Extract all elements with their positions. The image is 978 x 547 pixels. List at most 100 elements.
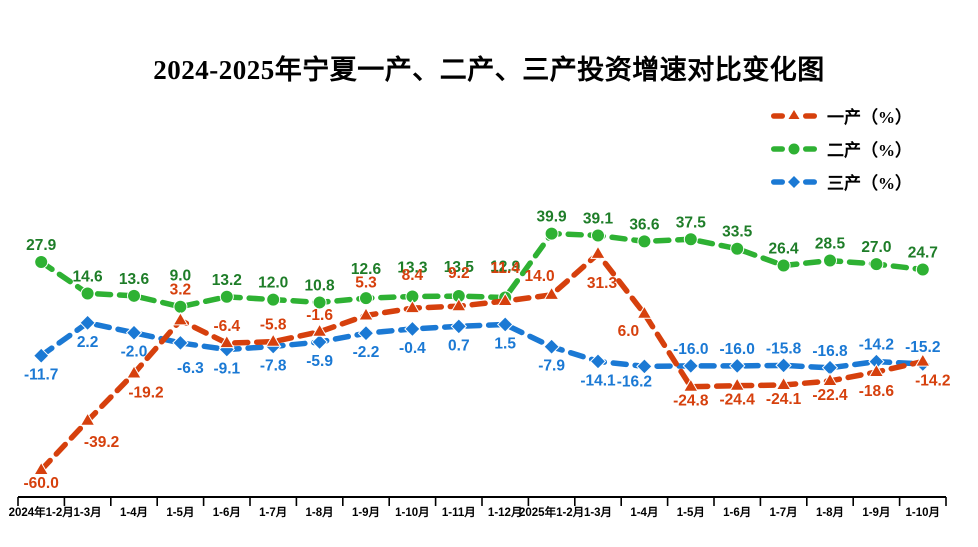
x-axis-label: 1-5月 [677,506,705,519]
data-point-marker-primary-industry [729,377,746,391]
value-label-tertiary-industry: -16.0 [673,341,708,358]
value-label-primary-industry: -1.6 [306,307,333,324]
x-axis-label: 1-3月 [584,506,612,519]
data-point-marker-tertiary-industry [775,357,792,374]
value-label-secondary-industry: 13.5 [444,259,475,276]
data-point-marker-primary-industry [682,378,699,392]
data-point-marker-tertiary-industry [636,358,653,375]
value-label-secondary-industry: 12.0 [258,275,288,292]
legend-label-tertiary: 三产（%） [827,174,912,193]
primary-industry-line-sample-icon [771,108,817,124]
data-point-marker-tertiary-industry [728,357,746,375]
x-axis-label: 1-6月 [723,506,751,519]
value-label-primary-industry: -39.2 [84,434,119,451]
data-point-marker-primary-industry [636,305,653,319]
data-point-marker-primary-industry [79,412,96,426]
data-point-marker-secondary-industry [869,257,884,272]
value-label-secondary-industry: 26.4 [769,241,800,258]
data-point-marker-secondary-industry [915,262,930,277]
data-point-marker-secondary-industry [823,253,837,268]
legend-item-tertiary-industry: 三产（%） [771,168,912,195]
tertiary-industry-line-sample-icon [771,174,817,190]
x-axis-label: 2025年1-2月 [519,505,584,519]
value-label-tertiary-industry: -16.2 [617,373,652,390]
x-axis-label: 1-7月 [770,506,798,519]
data-point-marker-secondary-industry [173,299,188,314]
data-point-marker-primary-industry [450,297,467,312]
data-point-marker-secondary-industry [776,258,791,273]
value-label-tertiary-industry: -9.1 [213,361,240,378]
x-axis-label: 1-9月 [352,506,380,519]
data-point-marker-secondary-industry [312,295,327,310]
value-label-tertiary-industry: -14.2 [859,337,894,354]
value-label-primary-industry: -19.2 [128,384,163,401]
data-point-marker-secondary-industry [591,228,605,243]
x-axis-label: 1-8月 [816,506,844,519]
value-label-tertiary-industry: 1.5 [494,335,516,352]
data-point-marker-primary-industry [543,286,560,300]
legend-item-secondary-industry: 二产（%） [771,135,912,162]
value-label-tertiary-industry: -2.2 [353,344,380,361]
value-label-secondary-industry: 27.9 [26,237,57,254]
data-point-marker-tertiary-industry [32,347,50,364]
value-label-primary-industry: 5.3 [355,274,377,291]
data-point-marker-primary-industry [218,334,235,349]
value-label-primary-industry: 11.4 [491,260,521,277]
data-point-marker-primary-industry [265,333,282,347]
data-point-marker-secondary-industry [359,291,373,306]
data-point-marker-tertiary-industry [543,338,560,355]
value-label-tertiary-industry: -0.4 [399,340,426,357]
value-label-tertiary-industry: 2.2 [77,334,99,351]
value-label-tertiary-industry: 0.7 [448,337,470,354]
value-label-tertiary-industry: -5.9 [306,353,333,370]
data-point-marker-primary-industry [497,292,514,307]
value-label-secondary-industry: 24.7 [908,245,938,262]
value-label-secondary-industry: 12.9 [490,258,521,275]
value-label-primary-industry: 8.4 [402,267,424,284]
data-point-marker-primary-industry [914,353,931,367]
value-label-secondary-industry: 37.5 [676,214,707,231]
value-label-tertiary-industry: -7.8 [260,357,287,374]
data-point-marker-primary-industry [358,306,374,321]
value-label-primary-industry: -24.4 [720,392,756,409]
data-point-marker-primary-industry [404,299,421,314]
value-label-primary-industry: -24.1 [766,391,802,408]
value-label-primary-industry: 31.3 [587,275,618,292]
value-label-primary-industry: -60.0 [24,475,59,492]
data-point-marker-tertiary-industry [79,314,96,332]
value-label-tertiary-industry: -16.0 [720,341,755,358]
data-point-marker-primary-industry [126,364,142,379]
legend: 一产（%） 二产（%） 三产（%） [771,102,912,195]
x-axis-label: 1-3月 [74,506,102,519]
data-point-marker-secondary-industry [127,288,141,303]
value-label-tertiary-industry: -6.3 [177,360,204,377]
x-axis-label: 1-10月 [395,506,430,519]
data-point-marker-tertiary-industry [404,320,421,338]
value-label-secondary-industry: 36.6 [629,216,660,233]
x-axis-label: 1-4月 [630,506,658,519]
legend-label-secondary: 二产（%） [827,141,912,160]
value-label-primary-industry: -6.4 [213,318,240,335]
data-point-marker-tertiary-industry [682,357,700,375]
value-label-secondary-industry: 12.6 [351,261,382,278]
data-point-marker-primary-industry [172,311,189,326]
value-label-primary-industry: 14.0 [525,268,555,285]
value-label-primary-industry: 6.0 [618,323,640,340]
x-axis-label: 1-8月 [306,506,334,519]
value-label-secondary-industry: 28.5 [815,236,846,253]
value-label-primary-industry: -18.6 [859,383,895,400]
x-axis-label: 1-5月 [166,506,194,519]
value-label-tertiary-industry: -16.8 [812,343,848,360]
data-point-marker-secondary-industry [730,241,745,256]
value-label-primary-industry: -24.8 [673,393,709,410]
data-point-marker-primary-industry [311,323,328,337]
data-point-marker-secondary-industry [683,232,698,247]
data-point-marker-primary-industry [822,372,838,387]
data-point-marker-tertiary-industry [496,316,514,333]
data-point-marker-secondary-industry [34,254,49,269]
value-label-secondary-industry: 27.0 [861,239,891,256]
value-label-primary-industry: 3.2 [170,281,192,298]
x-axis-label: 1-4月 [120,506,148,519]
data-point-marker-secondary-industry [80,286,95,301]
